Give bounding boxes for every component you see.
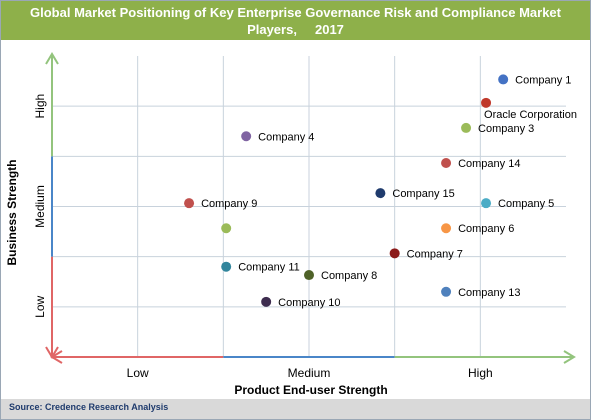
data-point — [481, 198, 492, 209]
data-point — [221, 223, 232, 234]
data-point-label: Company 11 — [238, 262, 300, 274]
data-point — [261, 296, 272, 307]
data-point-label: Company 5 — [498, 198, 554, 210]
data-point-label: Company 15 — [392, 188, 454, 200]
data-point — [441, 223, 452, 234]
data-point-label: Company 14 — [458, 158, 520, 170]
data-point — [441, 158, 452, 169]
title-banner: Global Market Positioning of Key Enterpr… — [1, 1, 590, 40]
footer-bar: Source: Credence Research Analysis — [1, 399, 590, 419]
data-point-label: Company 7 — [407, 248, 463, 260]
data-point-label: Company 9 — [201, 198, 257, 210]
x-axis-end-arrow — [563, 350, 576, 364]
x-axis-title: Product End-user Strength — [234, 383, 387, 397]
data-point — [241, 131, 252, 142]
data-point — [375, 188, 386, 199]
data-point-label: Company 13 — [458, 287, 520, 299]
source-note: Source: Credence Research Analysis — [9, 402, 169, 412]
tick-labels: Low Medium High Low Medium High — [33, 94, 493, 380]
x-tick-label: Medium — [288, 366, 331, 380]
y-tick-label: Medium — [33, 185, 47, 228]
y-tick-label: High — [33, 94, 47, 119]
axes — [45, 52, 576, 364]
data-point-label: Company 1 — [515, 74, 571, 86]
y-axis-origin-arrow — [45, 346, 59, 359]
data-point — [389, 248, 400, 259]
data-point — [184, 198, 195, 209]
y-axis-end-arrow — [45, 52, 59, 65]
data-point-label: Company 6 — [458, 223, 514, 235]
y-axis-title: Business Strength — [5, 159, 19, 265]
data-point-label: Company 8 — [321, 270, 377, 282]
grid — [52, 56, 566, 357]
data-point-label: Oracle Corporation — [484, 109, 577, 121]
x-tick-label: High — [468, 366, 493, 380]
chart-title: Global Market Positioning of Key Enterpr… — [30, 5, 565, 37]
data-point-label: Company 10 — [278, 297, 340, 309]
y-tick-label: Low — [33, 295, 47, 317]
data-point — [481, 97, 492, 108]
data-point-label: Company 3 — [478, 123, 534, 135]
data-point — [304, 270, 314, 281]
data-point — [461, 122, 472, 133]
data-point-label: Company 4 — [258, 131, 314, 143]
data-point — [221, 261, 232, 272]
data-point — [441, 286, 452, 297]
x-tick-label: Low — [127, 366, 149, 380]
data-point — [498, 74, 509, 85]
data-points: Company 1 Oracle Corporation Company 3 Comp… — [184, 74, 577, 309]
